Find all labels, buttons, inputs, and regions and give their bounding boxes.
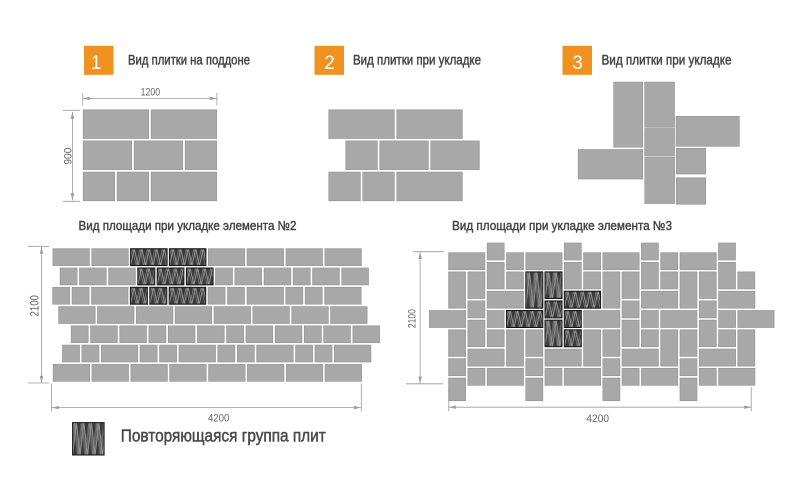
svg-text:Вид площади при укладке элемен: Вид площади при укладке элемента №2 [79,218,297,233]
svg-text:1: 1 [91,53,102,74]
svg-text:3: 3 [572,53,583,74]
svg-text:Вид площади при укладке элемен: Вид площади при укладке элемента №3 [452,218,672,233]
svg-text:1200: 1200 [141,87,161,99]
svg-text:4200: 4200 [586,413,609,425]
svg-text:2100: 2100 [27,295,41,317]
svg-text:900: 900 [62,148,74,165]
svg-text:Повторяющаяся группа плит: Повторяющаяся группа плит [121,426,326,446]
svg-text:2100: 2100 [406,309,418,328]
svg-text:Вид плитки при укладке: Вид плитки при укладке [602,52,732,67]
svg-text:Вид плитки при укладке: Вид плитки при укладке [353,52,481,67]
svg-text:4200: 4200 [208,413,230,425]
svg-text:2: 2 [324,53,335,74]
svg-text:Вид плитки на поддоне: Вид плитки на поддоне [128,52,250,67]
